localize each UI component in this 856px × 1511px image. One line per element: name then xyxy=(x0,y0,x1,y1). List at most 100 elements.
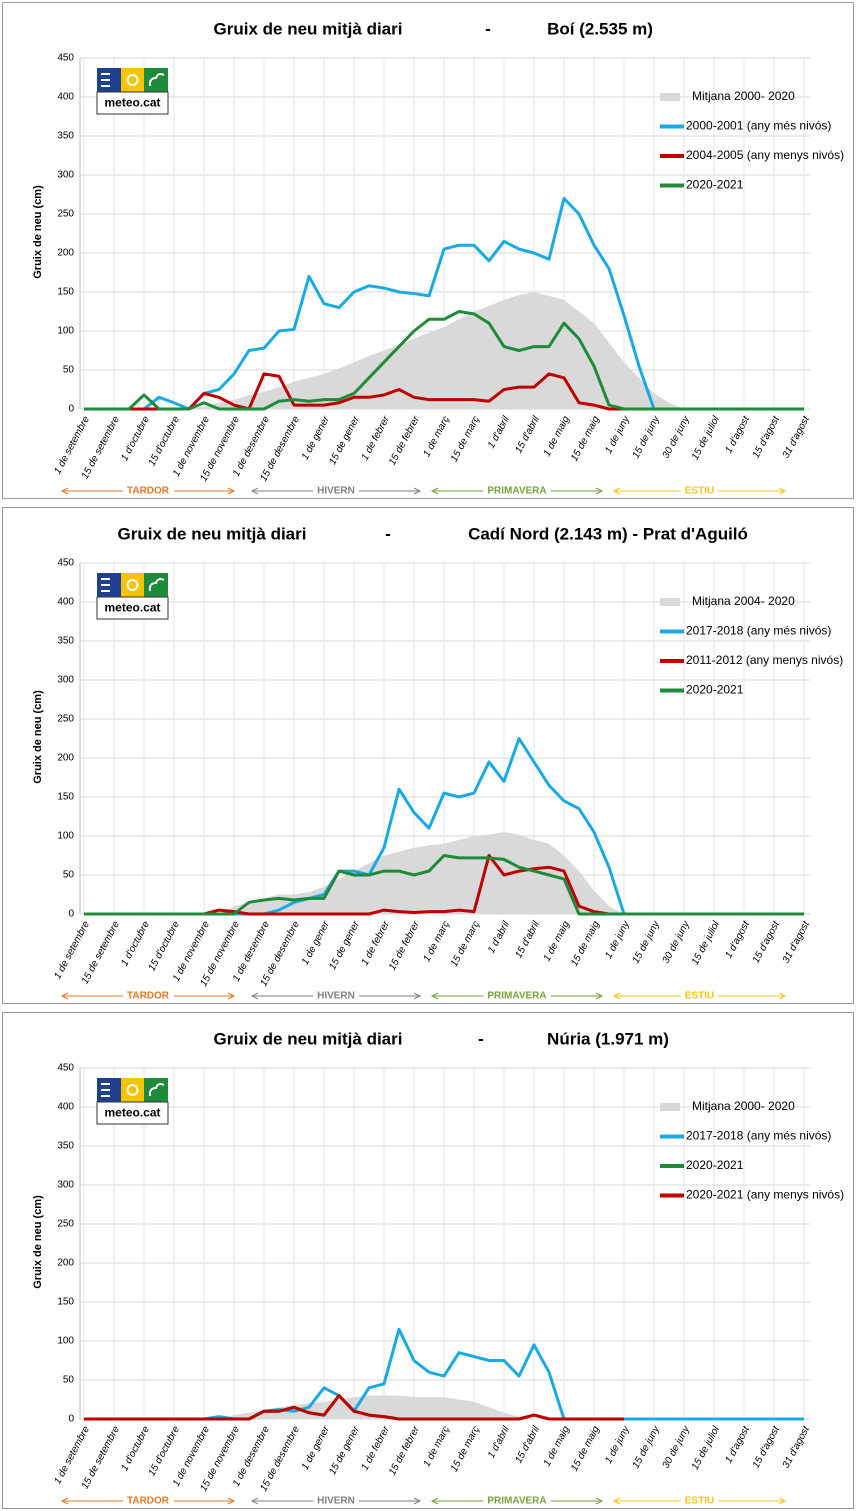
arrow-head xyxy=(227,487,236,495)
logo-yellow xyxy=(121,1078,144,1102)
season-label: TARDOR xyxy=(127,1496,170,1507)
legend-label: 2017-2018 (any més nivós) xyxy=(686,1129,831,1143)
line xyxy=(84,854,804,916)
legend-label: 2020-2021 xyxy=(686,1158,744,1172)
y-tick-label: 400 xyxy=(57,92,74,103)
y-tick-label: 50 xyxy=(63,870,75,881)
season-label: ESTIU xyxy=(685,1496,714,1507)
season-label-bg xyxy=(122,485,174,497)
title-separator: - xyxy=(478,1029,484,1048)
season-label-bg xyxy=(680,1495,719,1507)
arrow-head xyxy=(778,487,787,495)
season-label-bg xyxy=(313,1495,359,1507)
logo-green xyxy=(144,68,168,92)
legend-swatch xyxy=(660,93,680,101)
title-separator: - xyxy=(485,19,491,38)
y-tick-label: 50 xyxy=(63,1375,75,1386)
chart-panel: Gruix de neu mitjà diari - Boí (2.535 m) 0 5… xyxy=(2,2,854,499)
arrow-head xyxy=(60,487,69,495)
chart-subtitle: Núria (1.971 m) xyxy=(547,1029,669,1048)
season-label: PRIMAVERA xyxy=(487,1496,546,1507)
arrow-head xyxy=(250,992,259,1000)
arrow-head xyxy=(612,487,621,495)
season-label: PRIMAVERA xyxy=(487,486,546,497)
season-label-bg xyxy=(483,485,551,497)
logo-sun xyxy=(126,579,139,591)
y-tick-label: 450 xyxy=(57,558,74,569)
arrow-head xyxy=(595,487,604,495)
season-label-bg xyxy=(313,485,359,497)
logo-cloud xyxy=(148,578,165,592)
legend-label: 2017-2018 (any més nivós) xyxy=(686,624,831,638)
area xyxy=(84,832,804,914)
legend-label: 2004-2005 (any menys nivós) xyxy=(686,148,844,162)
logo-yellow xyxy=(121,68,144,92)
season-label: HIVERN xyxy=(317,486,355,497)
arrow-head xyxy=(778,992,787,1000)
y-tick-label: 100 xyxy=(57,1336,74,1347)
legend-label: 2000-2001 (any més nivós) xyxy=(686,119,831,133)
legend-label: Mitjana 2000- 2020 xyxy=(692,89,795,103)
season-label-bg xyxy=(483,990,551,1002)
y-axis-label: Gruix de neu (cm) xyxy=(32,1195,44,1289)
season-label-bg xyxy=(680,990,719,1002)
arrow-head xyxy=(60,1497,69,1505)
y-tick-label: 0 xyxy=(68,909,74,920)
arrow-head xyxy=(413,487,422,495)
season-label: ESTIU xyxy=(685,486,714,497)
season-label-bg xyxy=(122,1495,174,1507)
y-tick-label: 250 xyxy=(57,714,74,725)
chart-title: Gruix de neu mitjà diari xyxy=(118,524,307,543)
legend-label: 2020-2021 xyxy=(686,178,744,192)
y-tick-label: 0 xyxy=(68,1414,74,1425)
y-tick-label: 450 xyxy=(57,1063,74,1074)
season-label-bg xyxy=(680,485,719,497)
season-label: PRIMAVERA xyxy=(487,991,546,1002)
y-tick-label: 250 xyxy=(57,1219,74,1230)
y-tick-label: 300 xyxy=(57,675,74,686)
y-tick-label: 100 xyxy=(57,831,74,842)
season-label-bg xyxy=(483,1495,551,1507)
line xyxy=(84,1394,624,1421)
y-tick-label: 50 xyxy=(63,365,75,376)
chart-panel: Gruix de neu mitjà diari - Núria (1.971 m)… xyxy=(2,1012,854,1509)
arrow-head xyxy=(430,992,439,1000)
legend-label: 2020-2021 (any menys nivós) xyxy=(686,1188,844,1202)
logo-yellow xyxy=(121,573,144,597)
legend-label: 2011-2012 (any menys nivós) xyxy=(686,653,843,667)
y-tick-label: 150 xyxy=(57,287,74,298)
y-tick-label: 350 xyxy=(57,131,74,142)
y-tick-label: 200 xyxy=(57,1258,74,1269)
logo-box xyxy=(96,91,169,115)
arrow-head xyxy=(612,1497,621,1505)
season-label-bg xyxy=(122,990,174,1002)
logo-text: meteo.cat xyxy=(104,96,160,110)
y-tick-label: 250 xyxy=(57,209,74,220)
logo-sun xyxy=(126,1084,139,1096)
y-tick-label: 0 xyxy=(68,404,74,415)
y-tick-label: 200 xyxy=(57,248,74,259)
chart-subtitle: Cadí Nord (2.143 m) - Prat d'Aguiló xyxy=(468,524,748,543)
line xyxy=(84,310,804,411)
y-tick-label: 300 xyxy=(57,170,74,181)
season-label: ESTIU xyxy=(685,991,714,1002)
y-tick-label: 350 xyxy=(57,1141,74,1152)
chart-title: Gruix de neu mitjà diari xyxy=(214,19,403,38)
y-tick-label: 400 xyxy=(57,597,74,608)
season-label: TARDOR xyxy=(127,991,170,1002)
y-axis-label: Gruix de neu (cm) xyxy=(32,690,44,784)
y-tick-label: 100 xyxy=(57,326,74,337)
arrow-head xyxy=(60,992,69,1000)
logo-text: meteo.cat xyxy=(104,601,160,615)
arrow-head xyxy=(595,1497,604,1505)
logo-sun xyxy=(126,74,139,86)
season-label: HIVERN xyxy=(317,1496,355,1507)
logo-green xyxy=(144,1078,168,1102)
y-tick-label: 150 xyxy=(57,1297,74,1308)
logo-text: meteo.cat xyxy=(104,1106,160,1120)
arrow-head xyxy=(227,992,236,1000)
logo-green xyxy=(144,573,168,597)
legend-swatch xyxy=(660,598,680,606)
arrow-head xyxy=(250,487,259,495)
y-tick-label: 300 xyxy=(57,1180,74,1191)
